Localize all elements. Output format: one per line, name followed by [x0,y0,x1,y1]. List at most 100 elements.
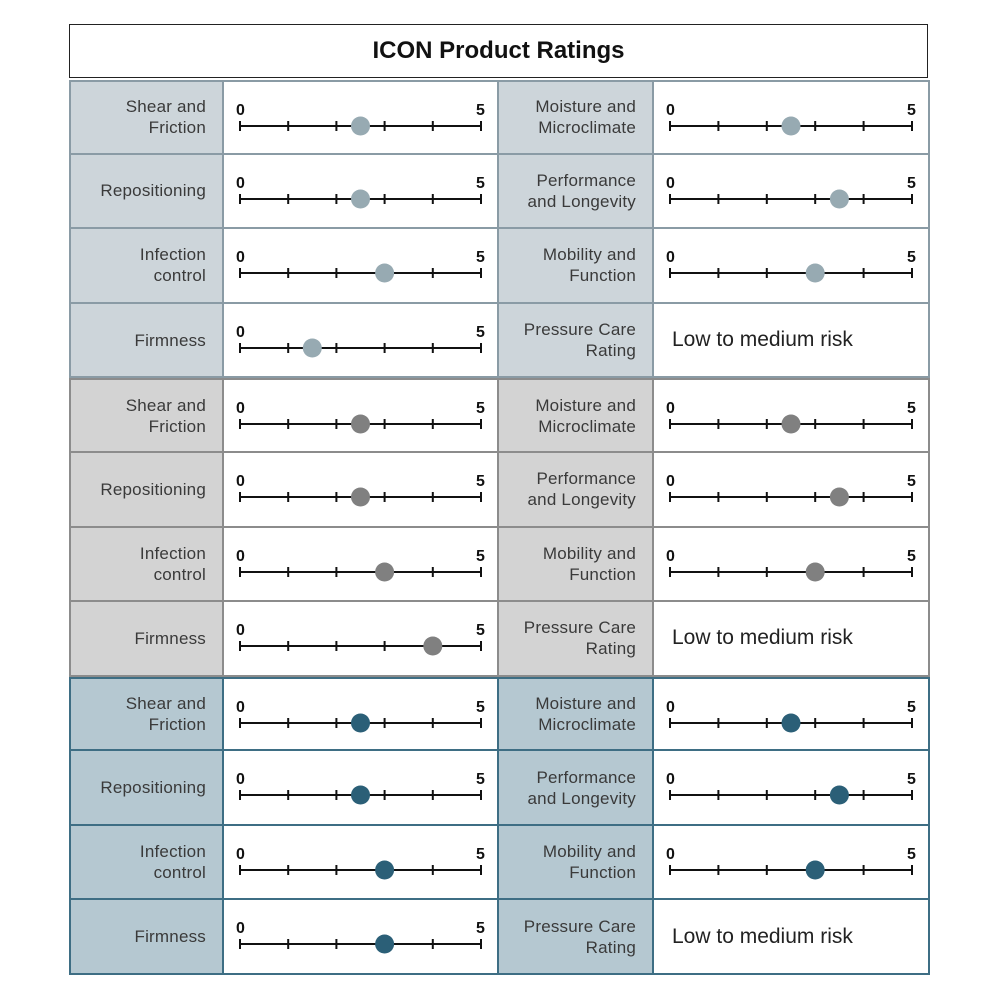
scale-min-label: 0 [666,102,675,119]
scale-min-label: 0 [236,920,245,937]
scale-max-label: 5 [476,548,485,565]
criterion-label-cell: Firmness [69,900,224,975]
scale-min-label: 0 [666,699,675,716]
rating-marker [375,934,395,954]
criterion-label-cell: Pressure Care Rating [499,303,654,379]
scale-max-label: 5 [907,548,916,565]
rating-marker [351,414,370,434]
rating-marker [375,263,395,283]
scale-min-label: 0 [666,548,675,565]
criterion-label-cell: Pressure Care Rating [499,900,654,975]
criterion-label: Shear and Friction [125,97,206,138]
rating-marker [829,487,849,507]
criterion-label: Performance and Longevity [527,469,636,510]
criterion-label-cell: Mobility and Function [499,527,654,603]
risk-text: Low to medium risk [672,626,853,650]
scale-max-label: 5 [476,622,485,639]
criterion-label: Repositioning [100,778,206,798]
criterion-label: Infection control [139,842,206,883]
criterion-label-cell: Moisture and Microclimate [499,676,654,752]
scale-max-label: 5 [907,846,916,863]
criterion-label-cell: Repositioning [69,452,224,528]
criterion-label: Moisture and Microclimate [535,97,636,138]
criterion-label: Mobility and Function [542,245,636,286]
rating-marker [805,562,825,581]
criterion-label: Infection control [139,543,206,584]
scale-max-label: 5 [476,699,485,716]
criterion-label: Pressure Care Rating [523,916,636,957]
criterion-label-cell: Shear and Friction [69,676,224,752]
rating-marker [829,785,849,805]
scale-max-label: 5 [476,102,485,119]
criterion-label-cell: Pressure Care Rating [499,602,654,677]
scale-min-label: 0 [666,400,675,417]
criterion-label-cell: Performance and Longevity [499,154,654,230]
scale-max-label: 5 [476,175,485,192]
rating-marker [302,338,322,358]
criterion-label: Infection control [139,245,206,286]
criterion-label-cell: Firmness [69,602,224,677]
criterion-label: Repositioning [100,181,206,201]
rating-marker [805,860,825,880]
criterion-label-cell: Mobility and Function [499,229,654,304]
rating-marker [781,713,801,733]
scale-min-label: 0 [236,473,245,490]
rating-marker [805,263,825,283]
scale-max-label: 5 [907,473,916,490]
rating-marker [375,562,395,581]
scale-max-label: 5 [907,771,916,788]
criterion-label: Shear and Friction [125,395,206,436]
rating-marker [829,189,849,209]
criterion-label-cell: Moisture and Microclimate [499,80,654,155]
pressure-care-rating-value: Low to medium risk [654,900,930,975]
pressure-care-rating-value: Low to medium risk [654,303,930,379]
scale-max-label: 5 [907,400,916,417]
scale-max-label: 5 [907,249,916,266]
criterion-label: Firmness [134,927,206,947]
criterion-label: Pressure Care Rating [523,618,636,659]
criterion-label: Moisture and Microclimate [535,395,636,436]
criterion-label-cell: Shear and Friction [69,80,224,155]
rating-marker [423,636,443,656]
scale-max-label: 5 [907,102,916,119]
scale-min-label: 0 [236,324,245,341]
criterion-label-cell: Performance and Longevity [499,751,654,826]
scale-min-label: 0 [236,400,245,417]
risk-text: Low to medium risk [672,924,853,948]
rating-marker [351,713,370,733]
criterion-label: Mobility and Function [542,543,636,584]
criterion-label: Shear and Friction [125,693,206,734]
criterion-label-cell: Repositioning [69,751,224,826]
scale-min-label: 0 [236,249,245,266]
scale-min-label: 0 [666,846,675,863]
scale-max-label: 5 [476,771,485,788]
criterion-label: Performance and Longevity [527,170,636,211]
pressure-care-rating-value: Low to medium risk [654,602,930,677]
